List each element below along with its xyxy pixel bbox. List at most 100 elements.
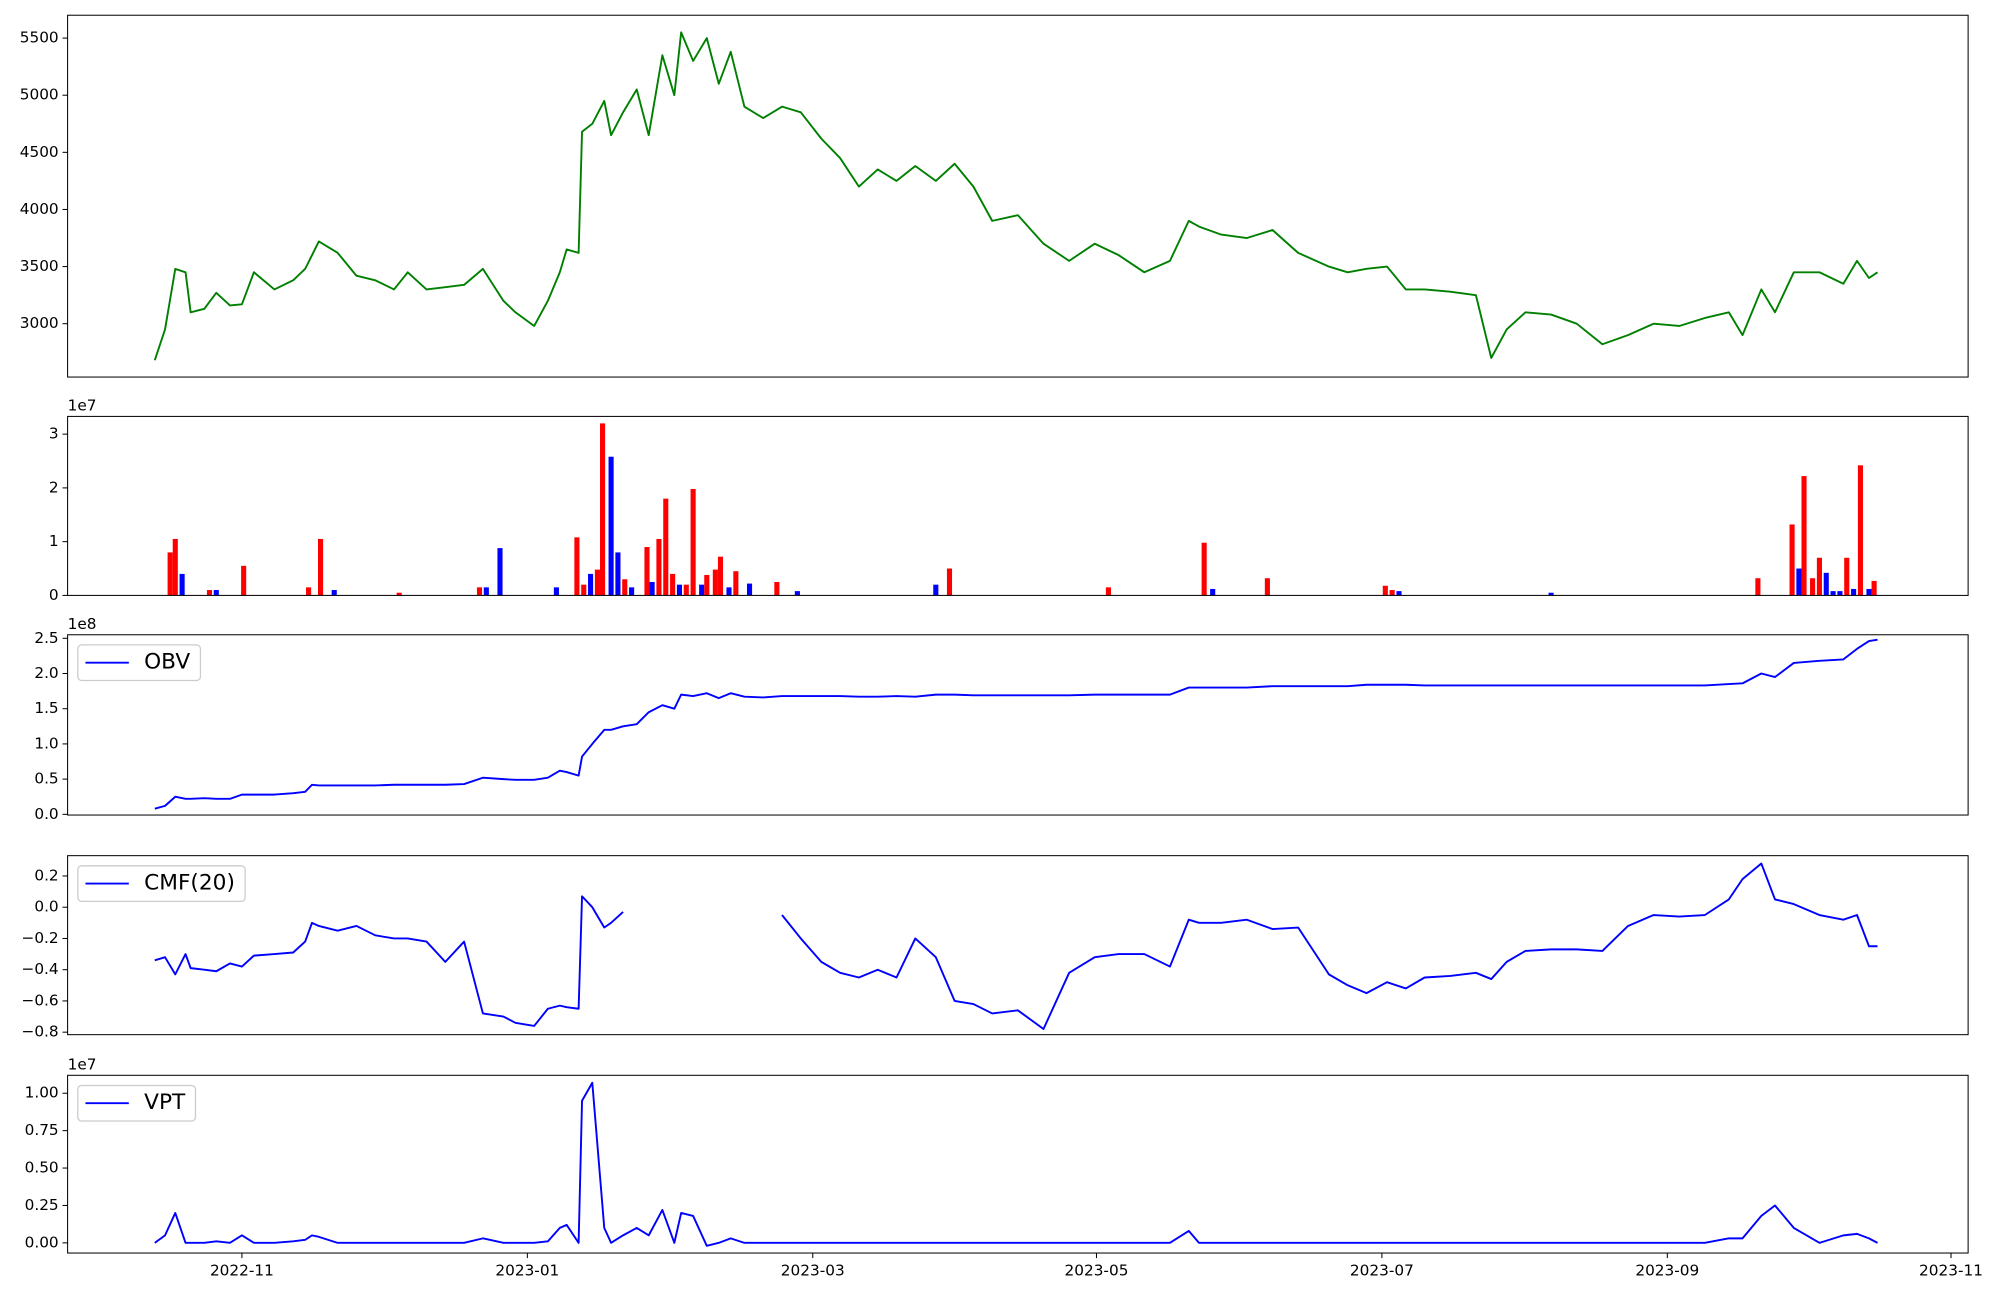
bar [1866,588,1872,596]
y-tick-label: 3000 [20,314,59,332]
bar [1823,572,1829,596]
bar [1210,588,1216,596]
bar [933,584,939,596]
x-tick-label: 2023-01 [495,1261,559,1279]
bar [1816,557,1822,596]
bar [172,538,178,596]
bar [331,590,337,596]
y-tick-label: 1.0 [34,734,58,752]
bar [1796,568,1802,596]
bar [213,590,219,596]
bar [726,587,732,596]
y-tick-label: −0.2 [22,929,59,947]
axis-offset-label: 1e7 [68,1056,97,1074]
plot-frame [67,415,1969,596]
plot-frame [67,634,1969,816]
bar [670,573,676,596]
plot-frame [67,1074,1969,1254]
bar [1851,588,1857,596]
bar [1789,524,1795,596]
bar [712,569,718,596]
x-tick-label: 2022-11 [210,1261,274,1279]
bar [622,579,628,596]
bar [1837,591,1843,596]
bar [1755,578,1761,596]
legend-label: CMF(20) [144,871,235,896]
bar [1382,585,1388,596]
y-tick-label: 3500 [20,257,59,275]
y-tick-label: 0.2 [34,866,58,884]
bar [656,538,662,596]
bar [946,568,953,596]
bar [317,538,324,596]
y-tick-label: 0.75 [25,1121,59,1139]
bar [615,552,621,596]
legend-box [77,1084,197,1122]
plot-frame [67,855,1969,1036]
bar [1871,580,1877,596]
bar [599,423,606,596]
bar [699,584,705,596]
bar [1801,476,1807,596]
bar [1105,587,1111,596]
x-tick-label: 2023-07 [1350,1261,1414,1279]
y-tick-label: 2 [49,478,59,496]
bar [733,571,739,596]
bar [179,573,185,596]
bar [649,581,655,596]
bar [1844,557,1850,596]
bar [581,584,587,596]
bar [1201,542,1207,596]
line [154,1081,1878,1247]
y-tick-label: 0.5 [34,770,58,788]
axis-offset-label: 1e7 [68,397,97,415]
x-tick-label: 2023-05 [1065,1261,1129,1279]
legend-box [77,644,202,682]
bar [690,488,696,596]
y-tick-label: 4500 [20,143,59,161]
bar [774,581,780,596]
y-tick-label: 0.00 [25,1233,59,1251]
bar [608,456,614,596]
line [154,638,1878,810]
legend-label: OBV [144,650,190,675]
bar [497,548,503,596]
bar [1389,590,1395,596]
bar [1830,591,1836,596]
bar [1857,465,1863,596]
bar [306,587,312,596]
x-tick-label: 2023-11 [1919,1261,1983,1279]
bar [241,565,247,596]
bar [167,552,173,596]
bar [746,583,753,596]
y-tick-label: 1.00 [25,1084,59,1102]
axis-offset-label: 1e8 [68,615,97,633]
y-tick-label: 3 [49,425,59,443]
bar [553,587,559,596]
bar [483,587,489,596]
y-tick-label: 0.0 [34,805,58,823]
bar [206,590,213,596]
bar [574,537,580,596]
bar [629,587,635,596]
bar [1396,591,1402,596]
bar [717,556,724,596]
line [153,31,1879,361]
bar [588,573,594,596]
y-tick-label: 4000 [20,200,59,218]
bar [663,498,669,596]
x-tick-label: 2023-03 [781,1261,845,1279]
bar [794,591,800,596]
y-tick-label: 1.5 [34,699,58,717]
bar [1548,592,1554,596]
y-tick-label: 5000 [20,86,59,104]
bar [1810,578,1816,596]
y-tick-label: 1 [49,532,59,550]
y-tick-label: 0 [49,586,59,604]
y-tick-label: −0.8 [22,1023,59,1041]
bar [476,587,483,596]
y-tick-label: 0.25 [25,1196,59,1214]
y-tick-label: 0.50 [25,1159,59,1177]
